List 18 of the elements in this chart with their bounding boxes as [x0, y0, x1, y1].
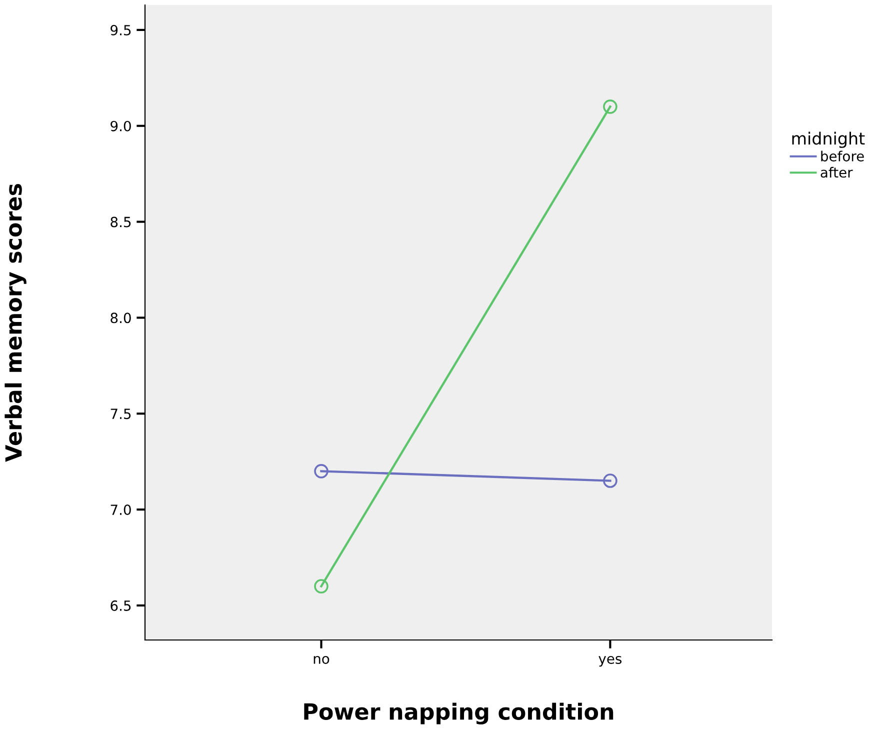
y-tick-label: 9.5	[110, 24, 131, 36]
x-tick-label: no	[314, 656, 330, 664]
x-axis-title: Power napping condition	[304, 702, 614, 724]
x-tick-label: yes	[598, 656, 622, 667]
point	[603, 474, 618, 488]
y-axis-title: Verbal memory scores	[4, 184, 26, 462]
legend-label: after	[820, 166, 853, 178]
y-tick-label: 7.5	[110, 408, 131, 420]
legend-label: before	[821, 150, 864, 162]
point	[314, 579, 328, 594]
point	[603, 100, 618, 114]
y-tick-label: 7.0	[110, 504, 131, 516]
y-tick-label: 9.0	[110, 120, 131, 132]
y-tick-label: 8.5	[110, 216, 131, 228]
y-tick-label: 6.5	[110, 600, 131, 611]
legend-title: midnight	[792, 132, 865, 148]
point	[314, 464, 328, 478]
y-tick-label: 8.0	[110, 312, 131, 324]
